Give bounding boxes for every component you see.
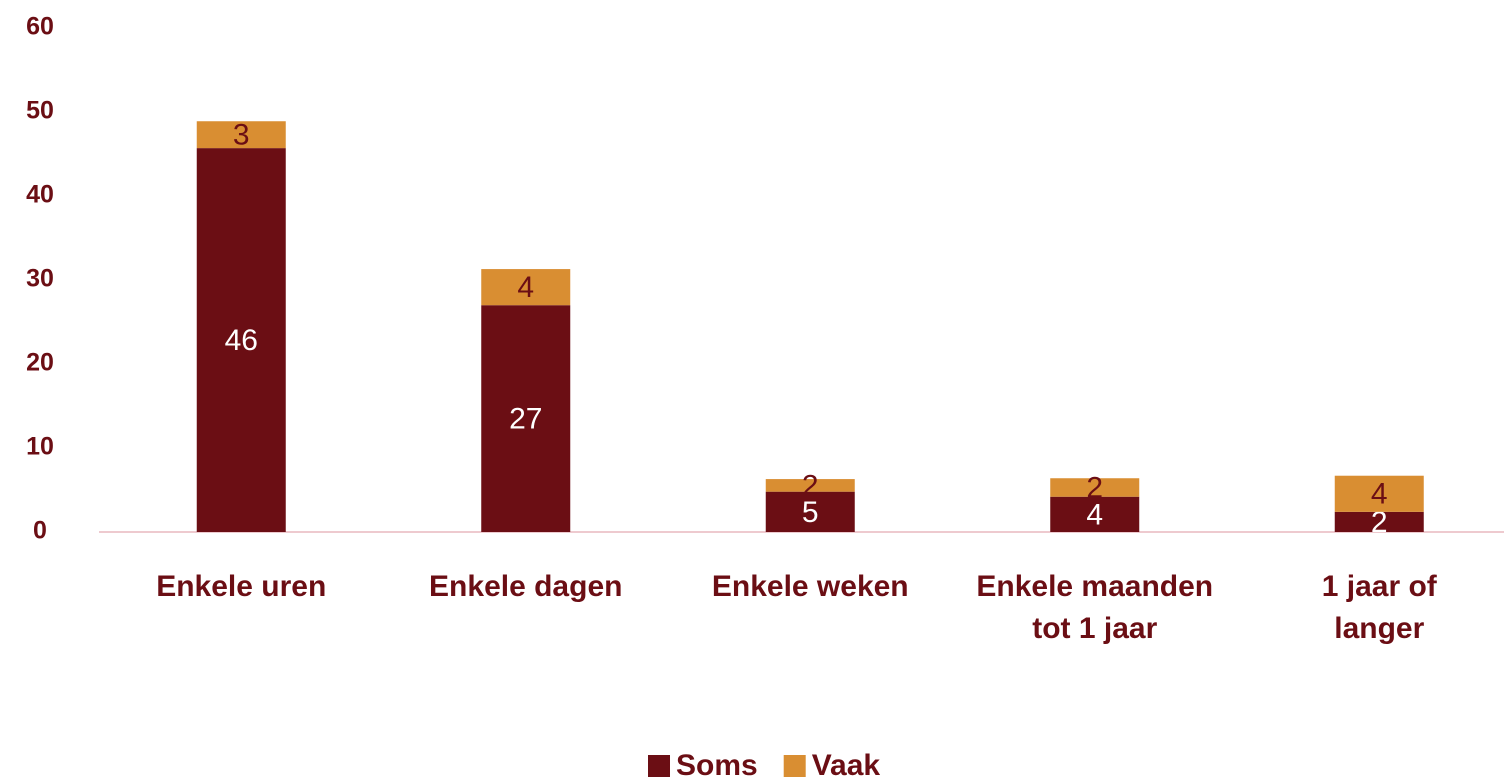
x-tick-label: Enkele maanden tot 1 jaar — [976, 570, 1214, 645]
bar-segment — [1050, 478, 1140, 497]
legend-swatch — [783, 755, 806, 777]
data-label: 2 — [1086, 471, 1103, 504]
y-tick-label: 40 — [26, 181, 54, 209]
legend-label: Soms — [676, 749, 758, 782]
bar-segment — [1334, 511, 1424, 532]
bar-segment — [1050, 496, 1140, 532]
y-tick-label: 30 — [26, 265, 54, 293]
data-label: 2 — [1371, 506, 1388, 539]
bar-segment — [481, 269, 571, 306]
y-tick-label: 60 — [26, 13, 54, 41]
bar-segment — [765, 479, 855, 492]
legend-swatch — [648, 755, 670, 777]
data-label: 4 — [517, 271, 534, 304]
y-tick-label: 20 — [26, 349, 54, 377]
legend-label: Vaak — [812, 749, 881, 782]
y-tick-label: 0 — [33, 517, 47, 545]
bar-segment — [196, 121, 286, 149]
x-tick-label: Enkele weken — [711, 570, 909, 603]
data-label: 4 — [1086, 498, 1103, 531]
bar-segment — [481, 305, 571, 532]
bar-segment — [1334, 475, 1424, 512]
x-tick-label: 1 jaar of langer — [1321, 570, 1437, 645]
bar-segment — [765, 491, 855, 532]
data-label: 3 — [233, 119, 250, 152]
x-tick-label: Enkele uren — [156, 570, 327, 603]
y-tick-label: 50 — [26, 97, 54, 125]
data-label: 4 — [1371, 478, 1388, 511]
data-label: 46 — [225, 324, 258, 357]
x-tick-label: Enkele dagen — [429, 570, 623, 603]
y-tick-label: 10 — [26, 433, 54, 461]
data-label: 5 — [802, 496, 819, 529]
data-label: 27 — [509, 403, 542, 436]
data-label: 2 — [802, 469, 819, 502]
bar-segment — [196, 148, 286, 532]
